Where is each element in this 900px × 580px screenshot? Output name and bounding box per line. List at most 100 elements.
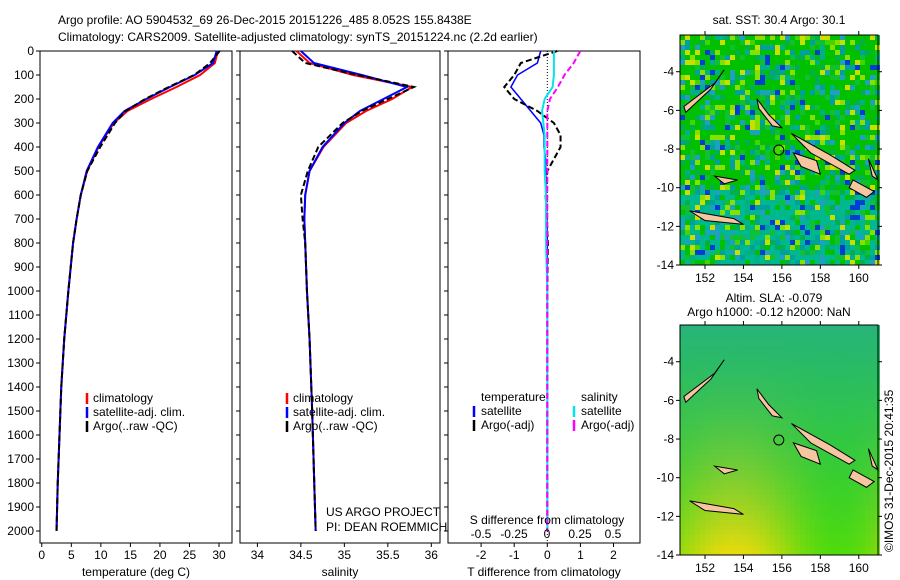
map-cell [825,45,830,50]
map-cell [850,420,855,425]
map-cell [845,400,850,405]
map-cell [835,505,840,510]
map-cell [695,430,700,435]
map-cell [780,330,785,335]
map-cell [825,120,830,125]
map-cell [830,205,835,210]
map-cell [760,390,765,395]
map-cell [835,185,840,190]
map-cell [855,50,860,55]
map-cell [680,145,685,150]
map-cell [825,210,830,215]
map-cell [860,220,865,225]
map-cell [815,45,820,50]
map-cell [725,540,730,545]
map-cell [730,165,735,170]
map-cell [755,545,760,550]
map-cell [850,205,855,210]
map-cell [765,195,770,200]
map-cell [710,145,715,150]
map-cell [720,550,725,555]
map-cell [735,130,740,135]
map-cell [735,125,740,130]
map-cell [715,345,720,350]
map-cell [820,85,825,90]
map-cell [860,180,865,185]
map-cell [805,475,810,480]
map-cell [775,465,780,470]
map-cell [800,350,805,355]
map-cell [740,385,745,390]
map-cell [720,195,725,200]
map-cell [840,375,845,380]
map-cell [685,525,690,530]
map-cell [755,40,760,45]
map-cell [855,135,860,140]
map-cell [830,100,835,105]
map-cell [780,450,785,455]
map-cell [725,210,730,215]
map-cell [745,40,750,45]
map-cell [735,465,740,470]
map-cell [735,470,740,475]
map-cell [695,100,700,105]
map-cell [720,430,725,435]
map-cell [775,500,780,505]
map-cell [815,135,820,140]
map-cell [740,475,745,480]
map-cell [810,40,815,45]
map-cell [700,425,705,430]
map-cell [750,60,755,65]
map-cell [825,165,830,170]
x-tick-label: 30 [212,548,226,562]
map-cell [830,45,835,50]
map-cell [700,130,705,135]
map-cell [835,355,840,360]
map-cell [855,170,860,175]
map-cell [780,385,785,390]
map-cell [680,230,685,235]
map-cell [820,45,825,50]
map-cell [845,55,850,60]
map-cell [750,35,755,40]
map-cell [865,485,870,490]
map-cell [775,55,780,60]
map-cell [730,120,735,125]
map-cell [705,160,710,165]
map-cell [815,95,820,100]
map-cell [805,90,810,95]
map-cell [700,510,705,515]
map-cell [770,200,775,205]
map-cell [795,365,800,370]
map-cell [690,170,695,175]
map-cell [740,495,745,500]
map-cell [865,540,870,545]
map-cell [810,65,815,70]
map-cell [720,515,725,520]
map-cell [805,220,810,225]
map-cell [695,260,700,265]
map-cell [755,205,760,210]
map-cell [715,515,720,520]
map-cell [695,230,700,235]
map-cell [740,250,745,255]
map-cell [705,325,710,330]
map-cell [685,490,690,495]
map-cell [770,260,775,265]
map-cell [680,190,685,195]
map-cell [720,480,725,485]
map-cell [730,445,735,450]
map-cell [710,125,715,130]
map-cell [740,545,745,550]
map-cell [790,485,795,490]
map-cell [690,420,695,425]
map-cell [820,360,825,365]
map-cell [795,115,800,120]
map-cell [700,260,705,265]
map-cell [740,370,745,375]
map-cell [785,430,790,435]
map-cell [825,235,830,240]
map-cell [815,465,820,470]
map-cell [710,480,715,485]
map-cell [745,85,750,90]
